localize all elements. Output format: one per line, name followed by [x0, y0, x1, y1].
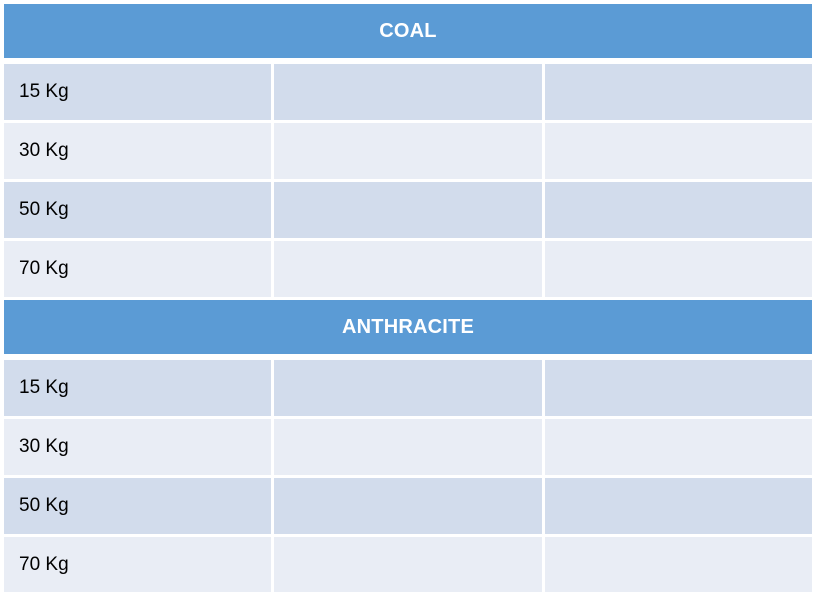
empty-cell [544, 241, 812, 297]
row-label-cell: 50 Kg [4, 478, 272, 534]
row-label-cell: 15 Kg [4, 360, 272, 416]
row-label-cell: 30 Kg [4, 123, 272, 179]
section-rows-anthracite: 15 Kg 30 Kg 50 Kg 70 Kg [4, 360, 812, 592]
row-label-cell: 50 Kg [4, 182, 272, 238]
empty-cell [274, 182, 542, 238]
row-label-cell: 70 Kg [4, 537, 272, 592]
empty-cell [274, 419, 542, 475]
empty-cell [544, 537, 812, 592]
empty-cell [274, 241, 542, 297]
empty-cell [544, 64, 812, 120]
weights-table: COAL 15 Kg 30 Kg 50 Kg 70 Kg ANTHRACITE … [4, 4, 812, 592]
empty-cell [274, 537, 542, 592]
empty-cell [544, 182, 812, 238]
empty-cell [544, 478, 812, 534]
empty-cell [274, 478, 542, 534]
empty-cell [544, 419, 812, 475]
row-label-cell: 15 Kg [4, 64, 272, 120]
empty-cell [544, 360, 812, 416]
empty-cell [274, 360, 542, 416]
section-header-coal: COAL [4, 4, 812, 58]
empty-cell [544, 123, 812, 179]
section-header-anthracite: ANTHRACITE [4, 300, 812, 354]
empty-cell [274, 64, 542, 120]
section-rows-coal: 15 Kg 30 Kg 50 Kg 70 Kg [4, 64, 812, 297]
row-label-cell: 70 Kg [4, 241, 272, 297]
empty-cell [274, 123, 542, 179]
row-label-cell: 30 Kg [4, 419, 272, 475]
